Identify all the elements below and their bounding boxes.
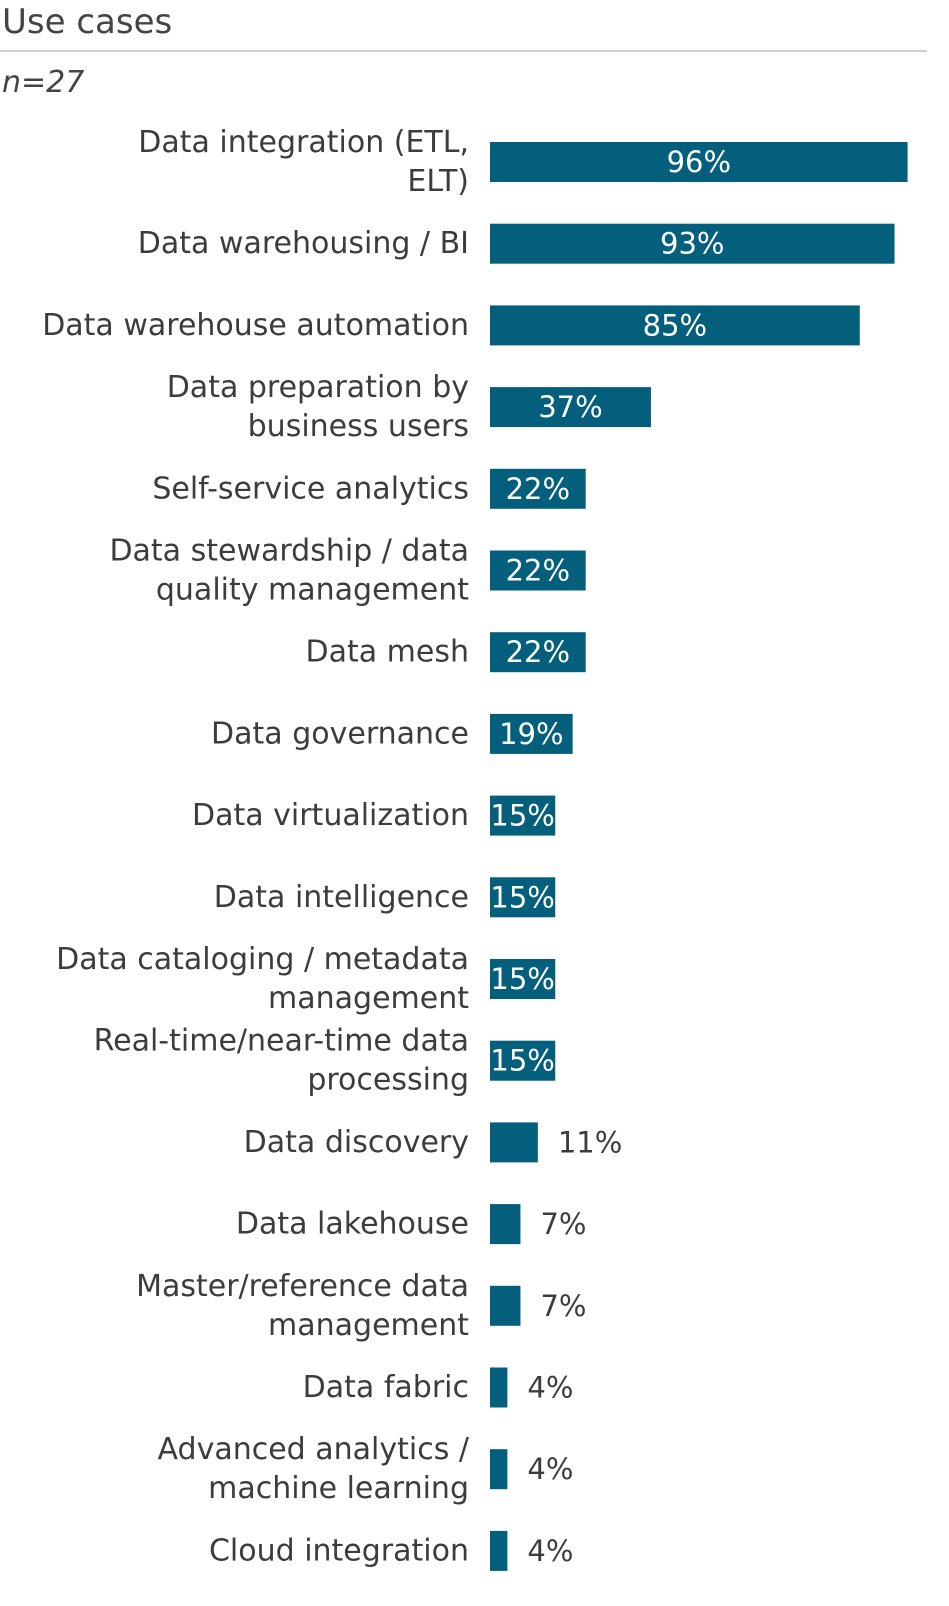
value-label: 7%	[540, 1207, 586, 1241]
category-label-line: Data integration (ETL,	[138, 125, 469, 160]
category-label-line: management	[268, 981, 469, 1016]
bar	[490, 632, 586, 673]
value-label: 15%	[490, 962, 554, 996]
category-label-line: Data mesh	[306, 635, 470, 670]
value-label: 15%	[490, 799, 554, 833]
category-label: Data integration (ETL, ELT)	[138, 125, 469, 199]
category-label: Advanced analytics / machine learning	[158, 1432, 470, 1506]
value-label: 93%	[660, 227, 724, 261]
value-label: 4%	[527, 1371, 573, 1405]
category-label-line: Data warehouse automation	[42, 308, 469, 343]
value-label: 4%	[527, 1452, 573, 1486]
sample-size-note: n=27	[2, 65, 85, 100]
category-label: Data stewardship / data quality managemen…	[109, 534, 469, 608]
category-label-line: Data cataloging / metadata	[56, 942, 469, 977]
category-label: Data discovery	[244, 1125, 469, 1160]
value-label: 19%	[499, 717, 563, 751]
category-label-line: Master/reference data	[136, 1269, 469, 1304]
bar	[490, 1530, 508, 1571]
category-label-line: Data stewardship / data	[109, 534, 469, 569]
value-label: 15%	[490, 880, 554, 914]
category-label-line: Self-service analytics	[152, 471, 469, 506]
category-label: Data lakehouse	[236, 1207, 469, 1242]
bar	[490, 387, 651, 428]
category-label-line: Data virtualization	[192, 798, 469, 833]
value-label: 11%	[558, 1125, 622, 1159]
category-label: Data cataloging / metadata management	[56, 942, 469, 1016]
bar	[490, 1040, 556, 1081]
bar	[490, 550, 586, 591]
bar	[490, 1204, 521, 1245]
bar	[490, 142, 908, 182]
value-label: 85%	[643, 308, 707, 342]
value-label: 22%	[506, 554, 570, 588]
bars	[490, 142, 908, 1571]
category-label: Cloud integration	[209, 1533, 469, 1568]
bar	[490, 468, 586, 509]
value-labels: 96% 93% 85% 37% 22% 22% 22% 19% 15% 15% 15% 15% 11% 7…	[490, 145, 731, 1568]
category-label-line: business users	[248, 409, 469, 444]
value-label: 37%	[538, 390, 602, 424]
bar	[490, 877, 556, 918]
value-label: 4%	[527, 1534, 573, 1568]
bar	[490, 713, 573, 754]
bar	[490, 1122, 538, 1163]
category-label: Data governance	[211, 716, 469, 751]
bar	[490, 1367, 508, 1408]
bar	[490, 795, 556, 836]
bar	[490, 1449, 508, 1490]
category-label: Data warehouse automation	[42, 308, 469, 343]
category-label: Data mesh	[306, 635, 470, 670]
category-label-line: management	[268, 1308, 469, 1343]
category-label: Data preparation by business users	[167, 370, 469, 444]
category-label-line: Data fabric	[303, 1370, 469, 1405]
title-divider	[0, 50, 927, 52]
category-label: Master/reference data management	[136, 1269, 469, 1343]
bar	[490, 1285, 521, 1326]
category-label-line: Advanced analytics /	[158, 1432, 470, 1467]
category-label: Data intelligence	[214, 880, 469, 915]
category-label-line: processing	[307, 1063, 469, 1098]
value-label: 15%	[490, 1044, 554, 1078]
category-label: Data warehousing / BI	[138, 226, 469, 261]
category-label-line: Data governance	[211, 716, 469, 751]
chart-title: Use cases	[2, 2, 173, 42]
value-label: 22%	[506, 472, 570, 506]
bar	[490, 959, 556, 999]
category-label-line: Data lakehouse	[236, 1207, 469, 1242]
value-label: 7%	[540, 1289, 586, 1323]
category-label: Data fabric	[303, 1370, 469, 1405]
value-label: 96%	[667, 145, 731, 179]
category-label-line: Cloud integration	[209, 1533, 469, 1568]
category-label-line: Data preparation by	[167, 370, 469, 405]
category-label-line: Real-time/near-time data	[94, 1024, 469, 1059]
category-label-line: quality management	[156, 573, 469, 608]
category-labels: Data integration (ETL, ELT) Data warehousi…	[42, 125, 470, 1568]
category-label-line: Data intelligence	[214, 880, 469, 915]
bar	[490, 305, 860, 346]
category-label-line: machine learning	[208, 1471, 469, 1506]
category-label-line: Data warehousing / BI	[138, 226, 469, 261]
value-label: 22%	[506, 635, 570, 669]
category-label-line: ELT)	[407, 164, 469, 199]
category-label-line: Data discovery	[244, 1125, 469, 1160]
category-label: Real-time/near-time data processing	[94, 1024, 469, 1098]
bar	[490, 223, 895, 264]
category-label: Data virtualization	[192, 798, 469, 833]
category-label: Self-service analytics	[152, 471, 469, 506]
